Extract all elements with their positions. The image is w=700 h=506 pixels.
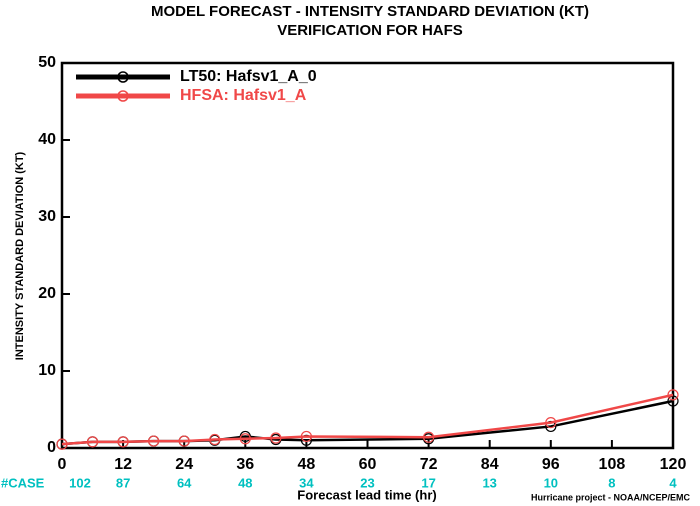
case-count: 102 xyxy=(69,475,91,490)
y-tick-label: 10 xyxy=(38,362,56,379)
y-tick-label: 40 xyxy=(38,131,56,148)
x-tick-label: 84 xyxy=(481,456,499,473)
point xyxy=(209,433,221,446)
x-tick-label: 72 xyxy=(420,456,438,473)
point xyxy=(423,431,435,443)
plot-frame xyxy=(60,61,675,450)
x-tick-label: 0 xyxy=(58,456,67,473)
case-count: 48 xyxy=(238,475,252,490)
case-count: 87 xyxy=(116,475,130,490)
point xyxy=(148,435,160,447)
chart-subtitle: VERIFICATION FOR HAFS xyxy=(277,22,463,39)
x-tick-label: 48 xyxy=(298,456,316,473)
case-count: 8 xyxy=(608,475,615,490)
y-axis-label: INTENSITY STANDARD DEVIATION (KT) xyxy=(14,151,26,360)
x-tick-label: 36 xyxy=(236,456,254,473)
case-count: 4 xyxy=(669,475,677,490)
point xyxy=(56,438,68,450)
point xyxy=(270,432,282,444)
x-tick-label: 120 xyxy=(660,456,687,473)
x-axis-label: Forecast lead time (hr) xyxy=(297,487,436,502)
y-tick-label: 20 xyxy=(38,285,56,302)
case-count: 10 xyxy=(544,475,558,490)
point xyxy=(667,389,679,401)
case-count: 13 xyxy=(482,475,496,490)
case-label: #CASE xyxy=(1,475,45,490)
point xyxy=(545,416,557,429)
chart-title: MODEL FORECAST - INTENSITY STANDARD DEVI… xyxy=(151,3,589,20)
legend-marker xyxy=(117,90,129,102)
legend-label: HFSA: Hafsv1_A xyxy=(180,87,307,104)
footer: Hurricane project - NOAA/NCEP/EMC xyxy=(531,492,691,502)
case-count: 17 xyxy=(421,475,435,490)
y-tick-label: 50 xyxy=(38,54,56,71)
x-tick-label: 24 xyxy=(175,456,193,473)
x-tick-label: 108 xyxy=(599,456,626,473)
case-count: 23 xyxy=(360,475,374,490)
y-tick-label: 0 xyxy=(47,439,56,456)
point xyxy=(239,433,251,445)
point xyxy=(178,435,190,447)
legend-label: LT50: Hafsv1_A_0 xyxy=(180,68,317,85)
case-count: 34 xyxy=(299,475,314,490)
x-tick-label: 60 xyxy=(359,456,377,473)
point xyxy=(86,436,99,448)
x-tick-label: 96 xyxy=(542,456,560,473)
x-tick-label: 12 xyxy=(114,456,132,473)
legend-marker xyxy=(117,71,129,83)
point xyxy=(117,436,129,448)
point xyxy=(300,430,312,443)
case-count: 64 xyxy=(177,475,192,490)
y-tick-label: 30 xyxy=(38,208,56,225)
